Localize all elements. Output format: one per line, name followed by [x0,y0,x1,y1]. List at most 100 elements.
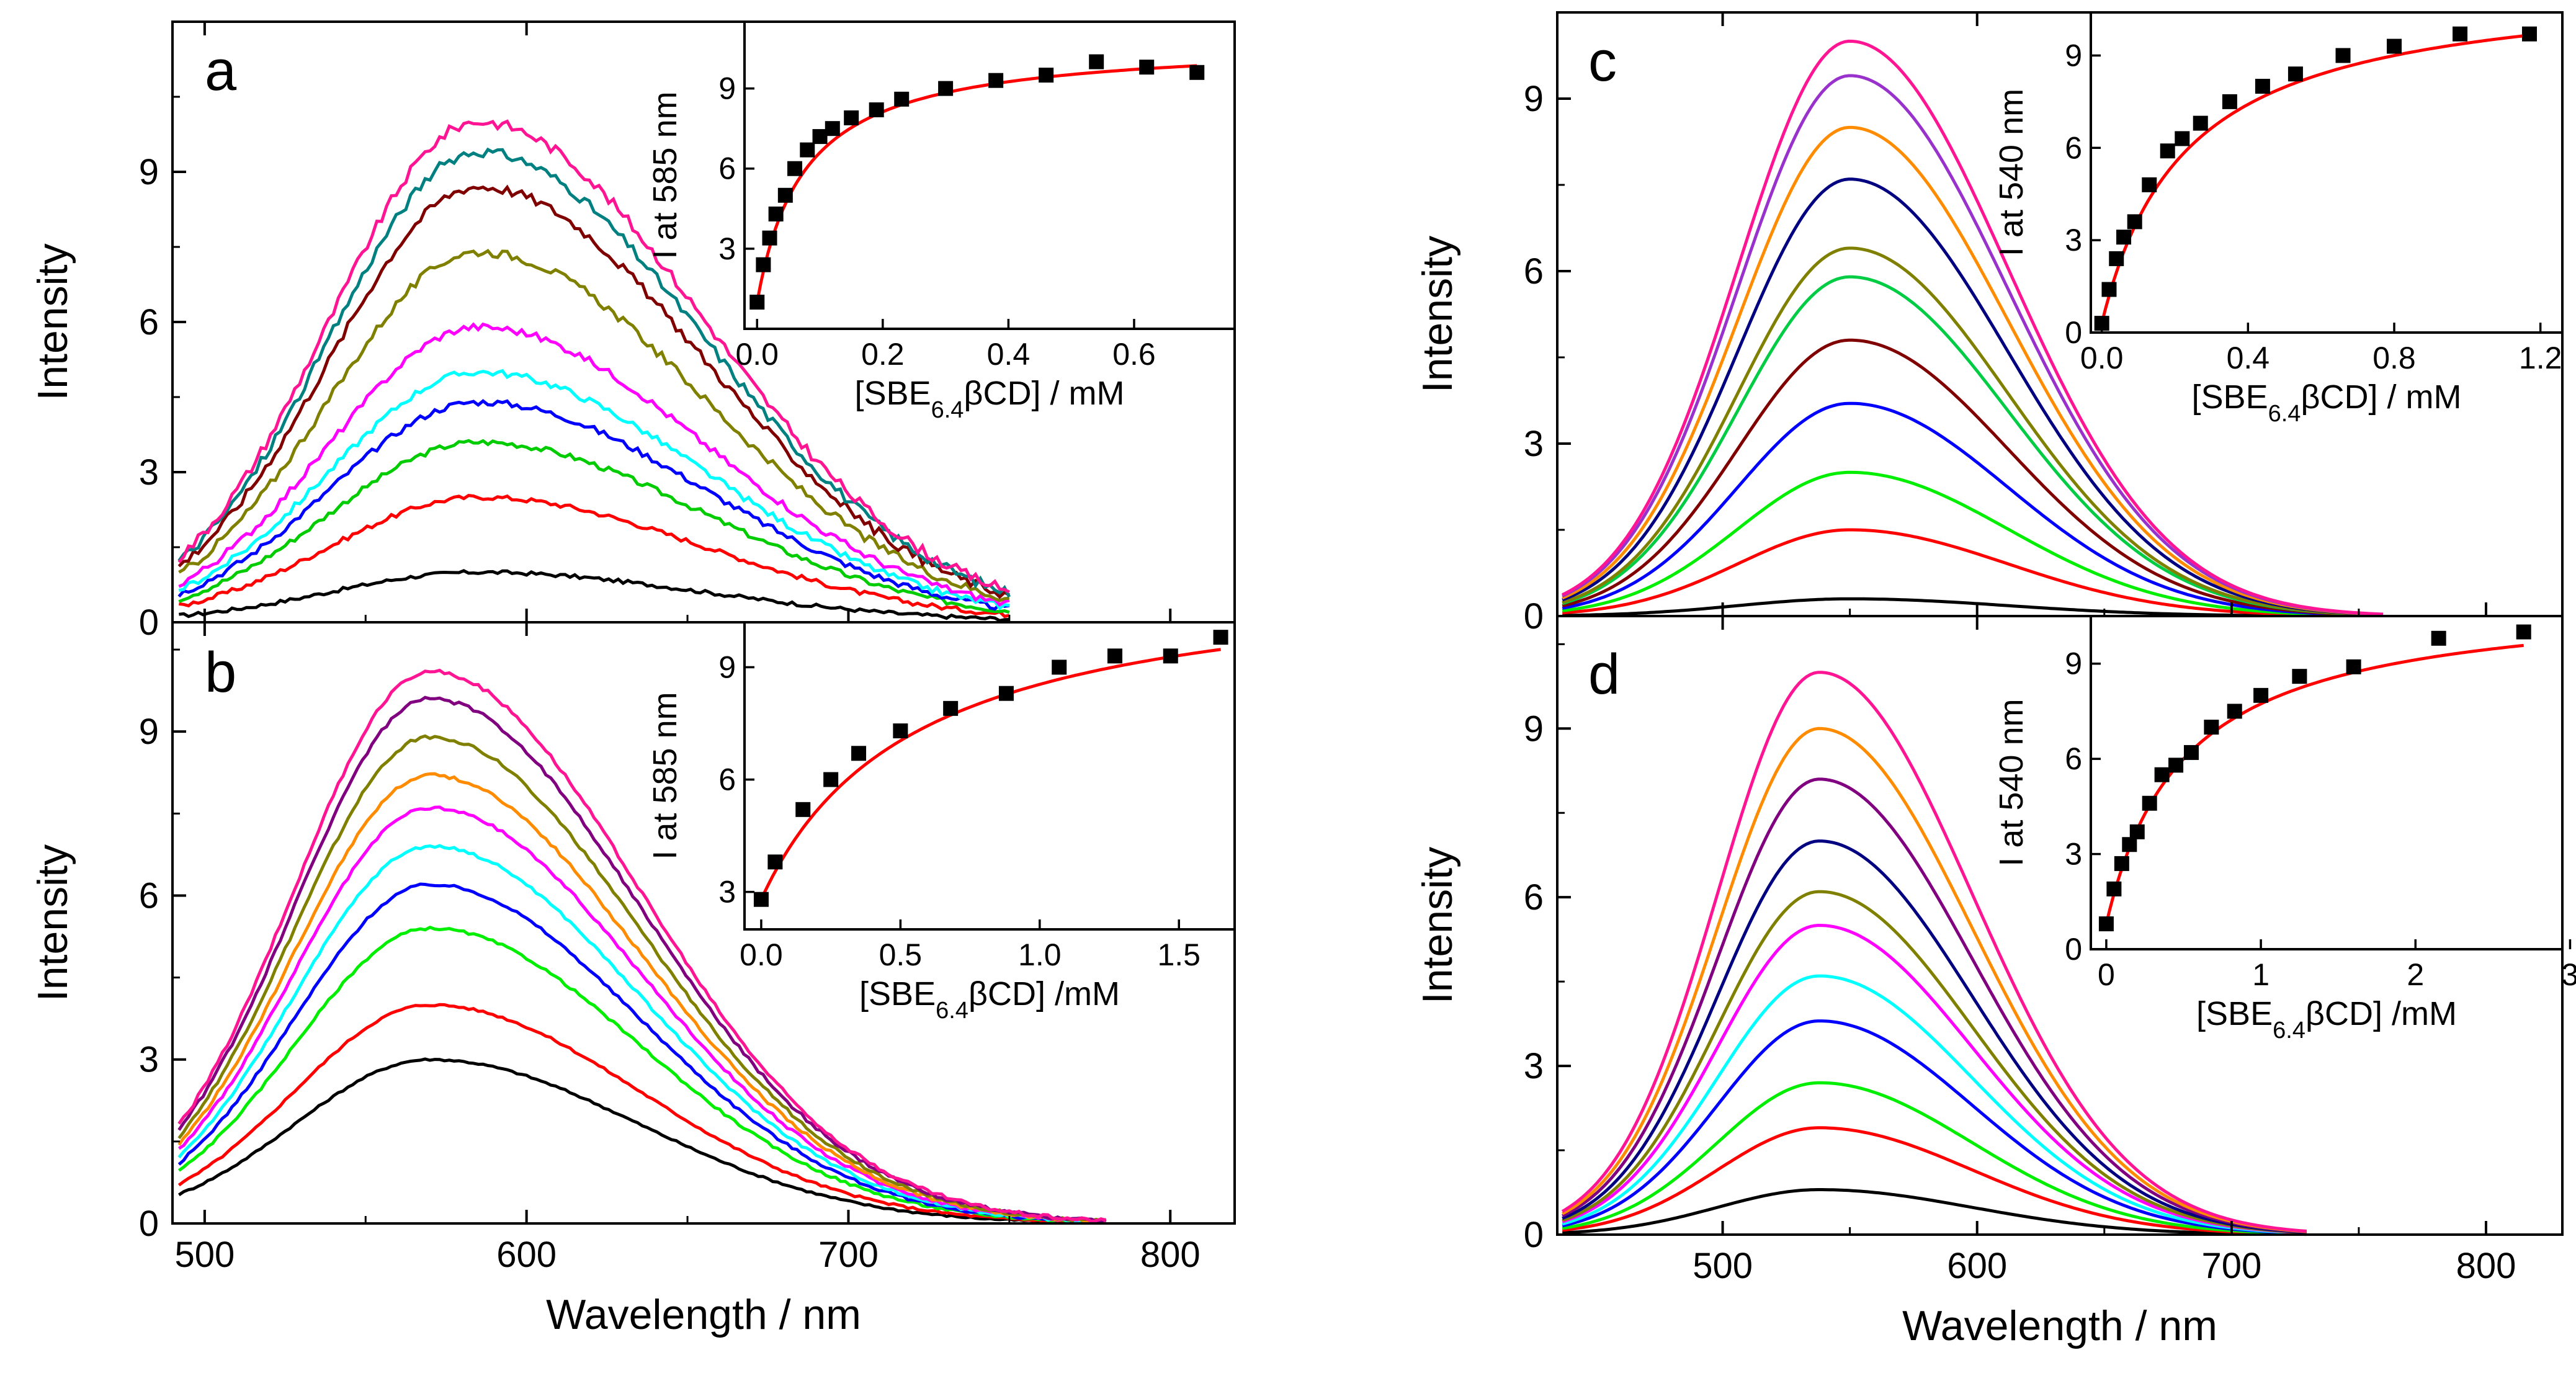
inset-data-point [2142,795,2157,811]
inset-frame [743,621,1236,931]
inset-x-tick-label: 1.0 [1018,937,1062,972]
inset-data-point [749,294,765,310]
x-axis-title: Wavelength / nm [546,1291,861,1338]
inset-x-title-rest: βCD] / mM [2301,378,2461,416]
y-tick-label: 0 [139,1204,159,1244]
inset-data-point [2222,94,2237,109]
y-tick-label: 6 [139,302,159,342]
x-tick-label: 700 [818,1235,879,1275]
spectrum-line [177,1003,1106,1225]
inset-data-point [2160,143,2175,159]
spectrum-line [177,1057,1106,1225]
inset-y-tick-label: 9 [2065,646,2082,681]
inset-data-point [787,161,803,176]
spectrum-line [178,249,1009,602]
inset-data-point [1039,68,1054,83]
inset-x-tick-label: 1.2 [2519,341,2562,375]
x-axis-title: Wavelength / nm [1902,1302,2217,1349]
spectrum-line [1562,39,2383,616]
inset-x-tick-label: 0.0 [2080,341,2124,375]
inset-y-tick-label: 6 [2065,741,2082,776]
inset-data-point [1089,54,1104,69]
inset-x-tick-label: 0 [2098,957,2115,992]
spectrum-line [177,668,1107,1223]
spectrum-line [1562,470,2383,617]
inset-data-point [2521,26,2537,42]
inset-data-point [2114,856,2129,871]
inset-y-tick-label: 6 [718,151,736,186]
inset-x-title-subscript: 6.4 [931,397,964,423]
spectrum-line [1562,974,2307,1235]
inset-data-point [2183,744,2199,760]
inset-data-point [2453,26,2468,42]
spectrum-line [178,369,1010,610]
inset-panel-d: 0 3 6 9 0 1 2 3 I at 540 nm [SBE6.4βCD] /mM [1993,615,2576,1044]
spectrum-line [1562,839,2307,1234]
inset-data-point [2109,251,2124,266]
y-axis-title: Intensity [29,243,76,400]
x-tick-label: 700 [2201,1246,2261,1286]
inset-y-axis-title: I at 585 nm [646,91,684,259]
spectrum-line [1562,401,2383,617]
inset-data-point [825,121,840,136]
y-tick-label: 6 [1524,251,1544,292]
inset-data-point [2204,720,2219,735]
inset-x-axis-title: [SBE6.4βCD] /mM [2196,995,2457,1044]
spectrum-line [1562,923,2307,1235]
inset-y-tick-label: 3 [718,231,736,266]
inset-data-point [812,129,828,145]
inset-x-tick-label: 0.0 [740,937,783,972]
inset-fit-line [755,64,1197,303]
panel-a: 0 3 6 9 Intensity a 3 6 9 0.0 0.2 0.4 0.6 I at 585 nm… [29,20,1236,643]
inset-x-tick-label: 0.6 [1112,337,1156,372]
inset-x-title-main: [SBE [2192,378,2268,416]
inset-x-title-subscript: 6.4 [936,998,968,1024]
inset-data-point [1163,648,1178,664]
y-tick-label: 3 [139,1040,159,1080]
inset-panel-a: 3 6 9 0.0 0.2 0.4 0.6 I at 585 nm [SBE6.4βCD] / … [646,20,1236,423]
inset-data-point [2127,214,2142,230]
inset-x-title-rest: βCD] /mM [968,975,1120,1013]
spectrum-line [178,322,1010,607]
spectrum-line [177,882,1106,1224]
inset-x-title-main: [SBE [855,375,931,412]
x-tick-label: 800 [1140,1235,1201,1275]
inset-x-tick-label: 0.2 [861,337,905,372]
inset-data-point [2168,758,2184,773]
inset-panel-b: 3 6 9 0.0 0.5 1.0 1.5 I at 585 nm [SBE6.4βCD] /m… [646,621,1236,1024]
inset-data-point [2292,669,2307,684]
inset-data-point [2335,48,2351,63]
inset-data-point [943,700,959,716]
panel-b: 0 3 6 9 500 600 700 800 Intensity Wavelength / nm… [29,621,1236,1338]
y-axis-title: Intensity [1414,236,1461,393]
inset-x-title-main: [SBE [859,975,936,1013]
x-tick-label: 600 [1947,1246,2007,1286]
inset-data-point [762,230,777,246]
inset-y-tick-label: 3 [718,875,736,910]
inset-data-point [753,892,769,907]
inset-data-point [2431,630,2446,646]
spectrum-line [1562,727,2307,1233]
spectrum-line [1562,890,2307,1235]
spectrum-line [177,844,1106,1223]
inset-data-point [2101,282,2117,297]
inset-y-tick-label: 6 [718,762,736,797]
inset-data-point [800,142,815,158]
inset-data-point [2094,316,2109,331]
x-tick-label: 500 [1693,1246,1753,1286]
inset-data-point [756,257,771,272]
inset-data-point [2142,177,2157,192]
inset-data-point [1213,630,1228,645]
inset-y-tick-label: 6 [2065,130,2082,165]
y-tick-label: 6 [1524,877,1544,918]
spectrum-line [177,399,1010,611]
inset-fit-line [2100,34,2530,324]
inset-x-tick-label: 1 [2252,957,2270,992]
panel-letter: d [1588,643,1620,706]
inset-data-point [2122,837,2137,852]
spectrum-line [1562,528,2383,617]
inset-data-point [893,723,908,739]
inset-y-tick-label: 0 [2065,932,2082,967]
panel-letter: c [1588,30,1617,93]
